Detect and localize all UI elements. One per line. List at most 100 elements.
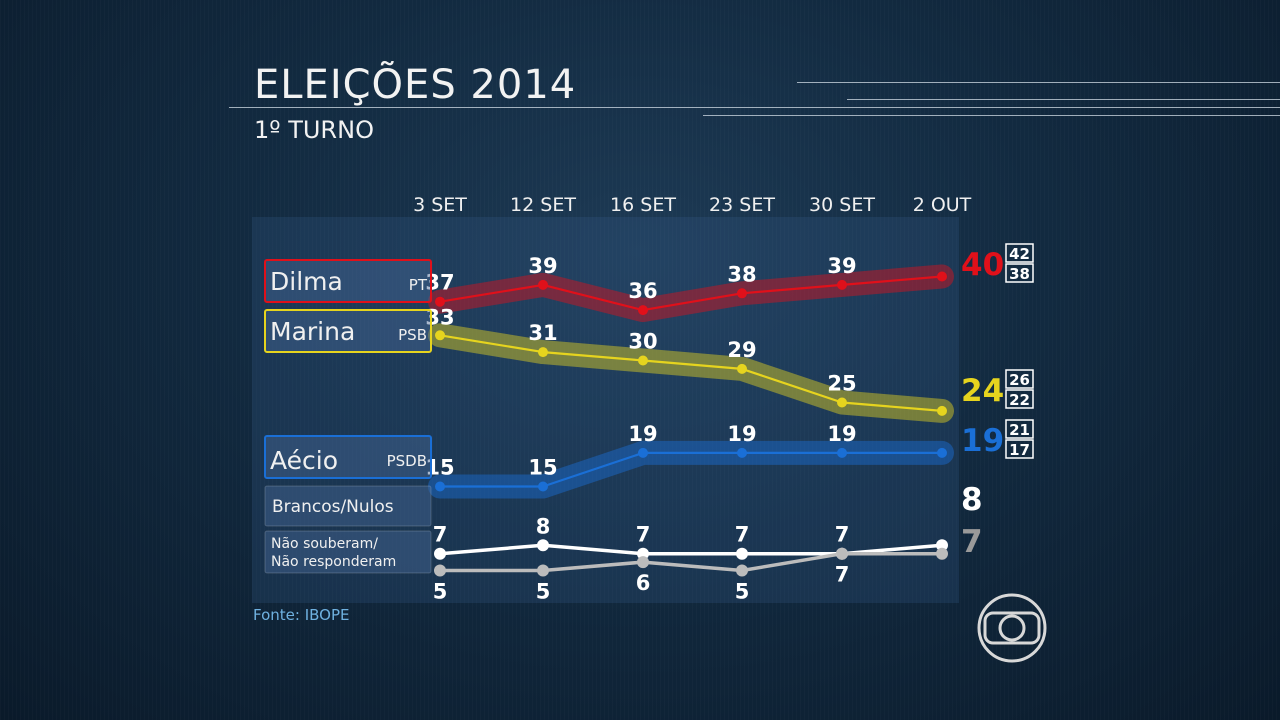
legend-name: Aécio [270, 446, 338, 475]
range-box [1005, 439, 1034, 459]
data-point [538, 481, 548, 492]
header-deco-line-2 [847, 99, 1280, 100]
series-line [440, 551, 942, 573]
x-tick-label: 23 SET [709, 194, 775, 216]
data-label: 31 [528, 321, 557, 345]
legend-box-border [264, 435, 432, 479]
data-label: 5 [735, 580, 750, 604]
data-point [434, 547, 446, 560]
data-label: 39 [528, 254, 557, 278]
data-label: 30 [628, 330, 657, 354]
legend-name: Marina [270, 317, 355, 346]
final-value-label: 7 [961, 524, 983, 560]
header-deco-line-3 [703, 115, 1280, 116]
range-label: 22 [1009, 391, 1030, 409]
data-point [837, 279, 847, 290]
data-point [638, 355, 648, 366]
data-label: 36 [628, 279, 657, 303]
final-value-label: 8 [961, 482, 983, 518]
range-label: 38 [1009, 265, 1030, 283]
data-label: 5 [433, 580, 448, 604]
data-point [638, 447, 648, 458]
range-label: 21 [1009, 421, 1030, 439]
series-line [439, 275, 943, 312]
range-label: 42 [1009, 245, 1030, 263]
data-label: 7 [735, 523, 750, 547]
data-point [537, 539, 549, 552]
data-point [637, 556, 649, 569]
data-label: 39 [827, 254, 856, 278]
data-label: 19 [827, 422, 856, 446]
data-point [435, 330, 445, 341]
range-box [1005, 263, 1034, 283]
data-label: 7 [835, 563, 850, 587]
legend-party: PT [409, 276, 428, 294]
data-point [538, 279, 548, 290]
range-box [1005, 369, 1034, 389]
data-point [936, 539, 948, 552]
data-point [836, 547, 848, 560]
final-value-label: 24 [961, 373, 1004, 409]
legend-box [264, 485, 432, 527]
legend-party: PSDB [387, 452, 427, 470]
globo-logo-icon [977, 593, 1047, 663]
data-point [837, 447, 847, 458]
data-point [936, 547, 948, 560]
final-value-label: 40 [961, 247, 1004, 283]
data-label: 29 [727, 338, 756, 362]
data-point [837, 397, 847, 408]
data-point [937, 271, 947, 282]
legend-name: Não responderam [271, 554, 396, 570]
data-point [737, 447, 747, 458]
range-label: 17 [1009, 441, 1030, 459]
data-point [435, 296, 445, 307]
data-point [737, 288, 747, 299]
data-point [637, 547, 649, 560]
data-label: 6 [636, 571, 651, 595]
x-tick-label: 30 SET [809, 194, 875, 216]
final-value-label: 19 [961, 423, 1004, 459]
data-label: 15 [528, 456, 557, 480]
data-label: 8 [536, 514, 551, 538]
data-label: 7 [433, 523, 448, 547]
page-title: ELEIÇÕES 2014 [254, 62, 577, 108]
legend-name: Não souberam/ [271, 536, 378, 552]
series-line [439, 334, 943, 412]
source-note: Fonte: IBOPE [253, 606, 350, 624]
data-point [538, 347, 548, 358]
legend-party: PSB [398, 326, 427, 344]
data-point [435, 481, 445, 492]
data-label: 5 [536, 580, 551, 604]
page-subtitle: 1º TURNO [254, 116, 374, 144]
x-tick-label: 12 SET [510, 194, 576, 216]
range-box [1005, 419, 1034, 439]
legend-box [264, 530, 432, 574]
series-line [440, 451, 942, 488]
data-label: 19 [727, 422, 756, 446]
range-box [1005, 243, 1034, 263]
data-point [736, 547, 748, 560]
data-label: 38 [727, 262, 756, 286]
x-tick-label: 2 OUT [913, 194, 972, 216]
data-point [937, 447, 947, 458]
legend-box-border [264, 309, 432, 353]
legend-name: Brancos/Nulos [272, 497, 394, 517]
range-label: 26 [1009, 371, 1030, 389]
data-label: 7 [636, 523, 651, 547]
data-point [737, 363, 747, 374]
data-label: 19 [628, 422, 657, 446]
header-rule [229, 107, 1280, 108]
data-label: 25 [827, 372, 856, 396]
data-point [736, 564, 748, 577]
x-tick-label: 16 SET [610, 194, 676, 216]
legend-name: Dilma [270, 267, 343, 296]
data-point [638, 305, 648, 316]
data-label: 7 [835, 523, 850, 547]
data-point [434, 564, 446, 577]
legend-box-border [264, 259, 432, 303]
data-point [537, 564, 549, 577]
data-point [937, 405, 947, 416]
range-box [1005, 389, 1034, 409]
header-deco-line-1 [797, 82, 1280, 83]
